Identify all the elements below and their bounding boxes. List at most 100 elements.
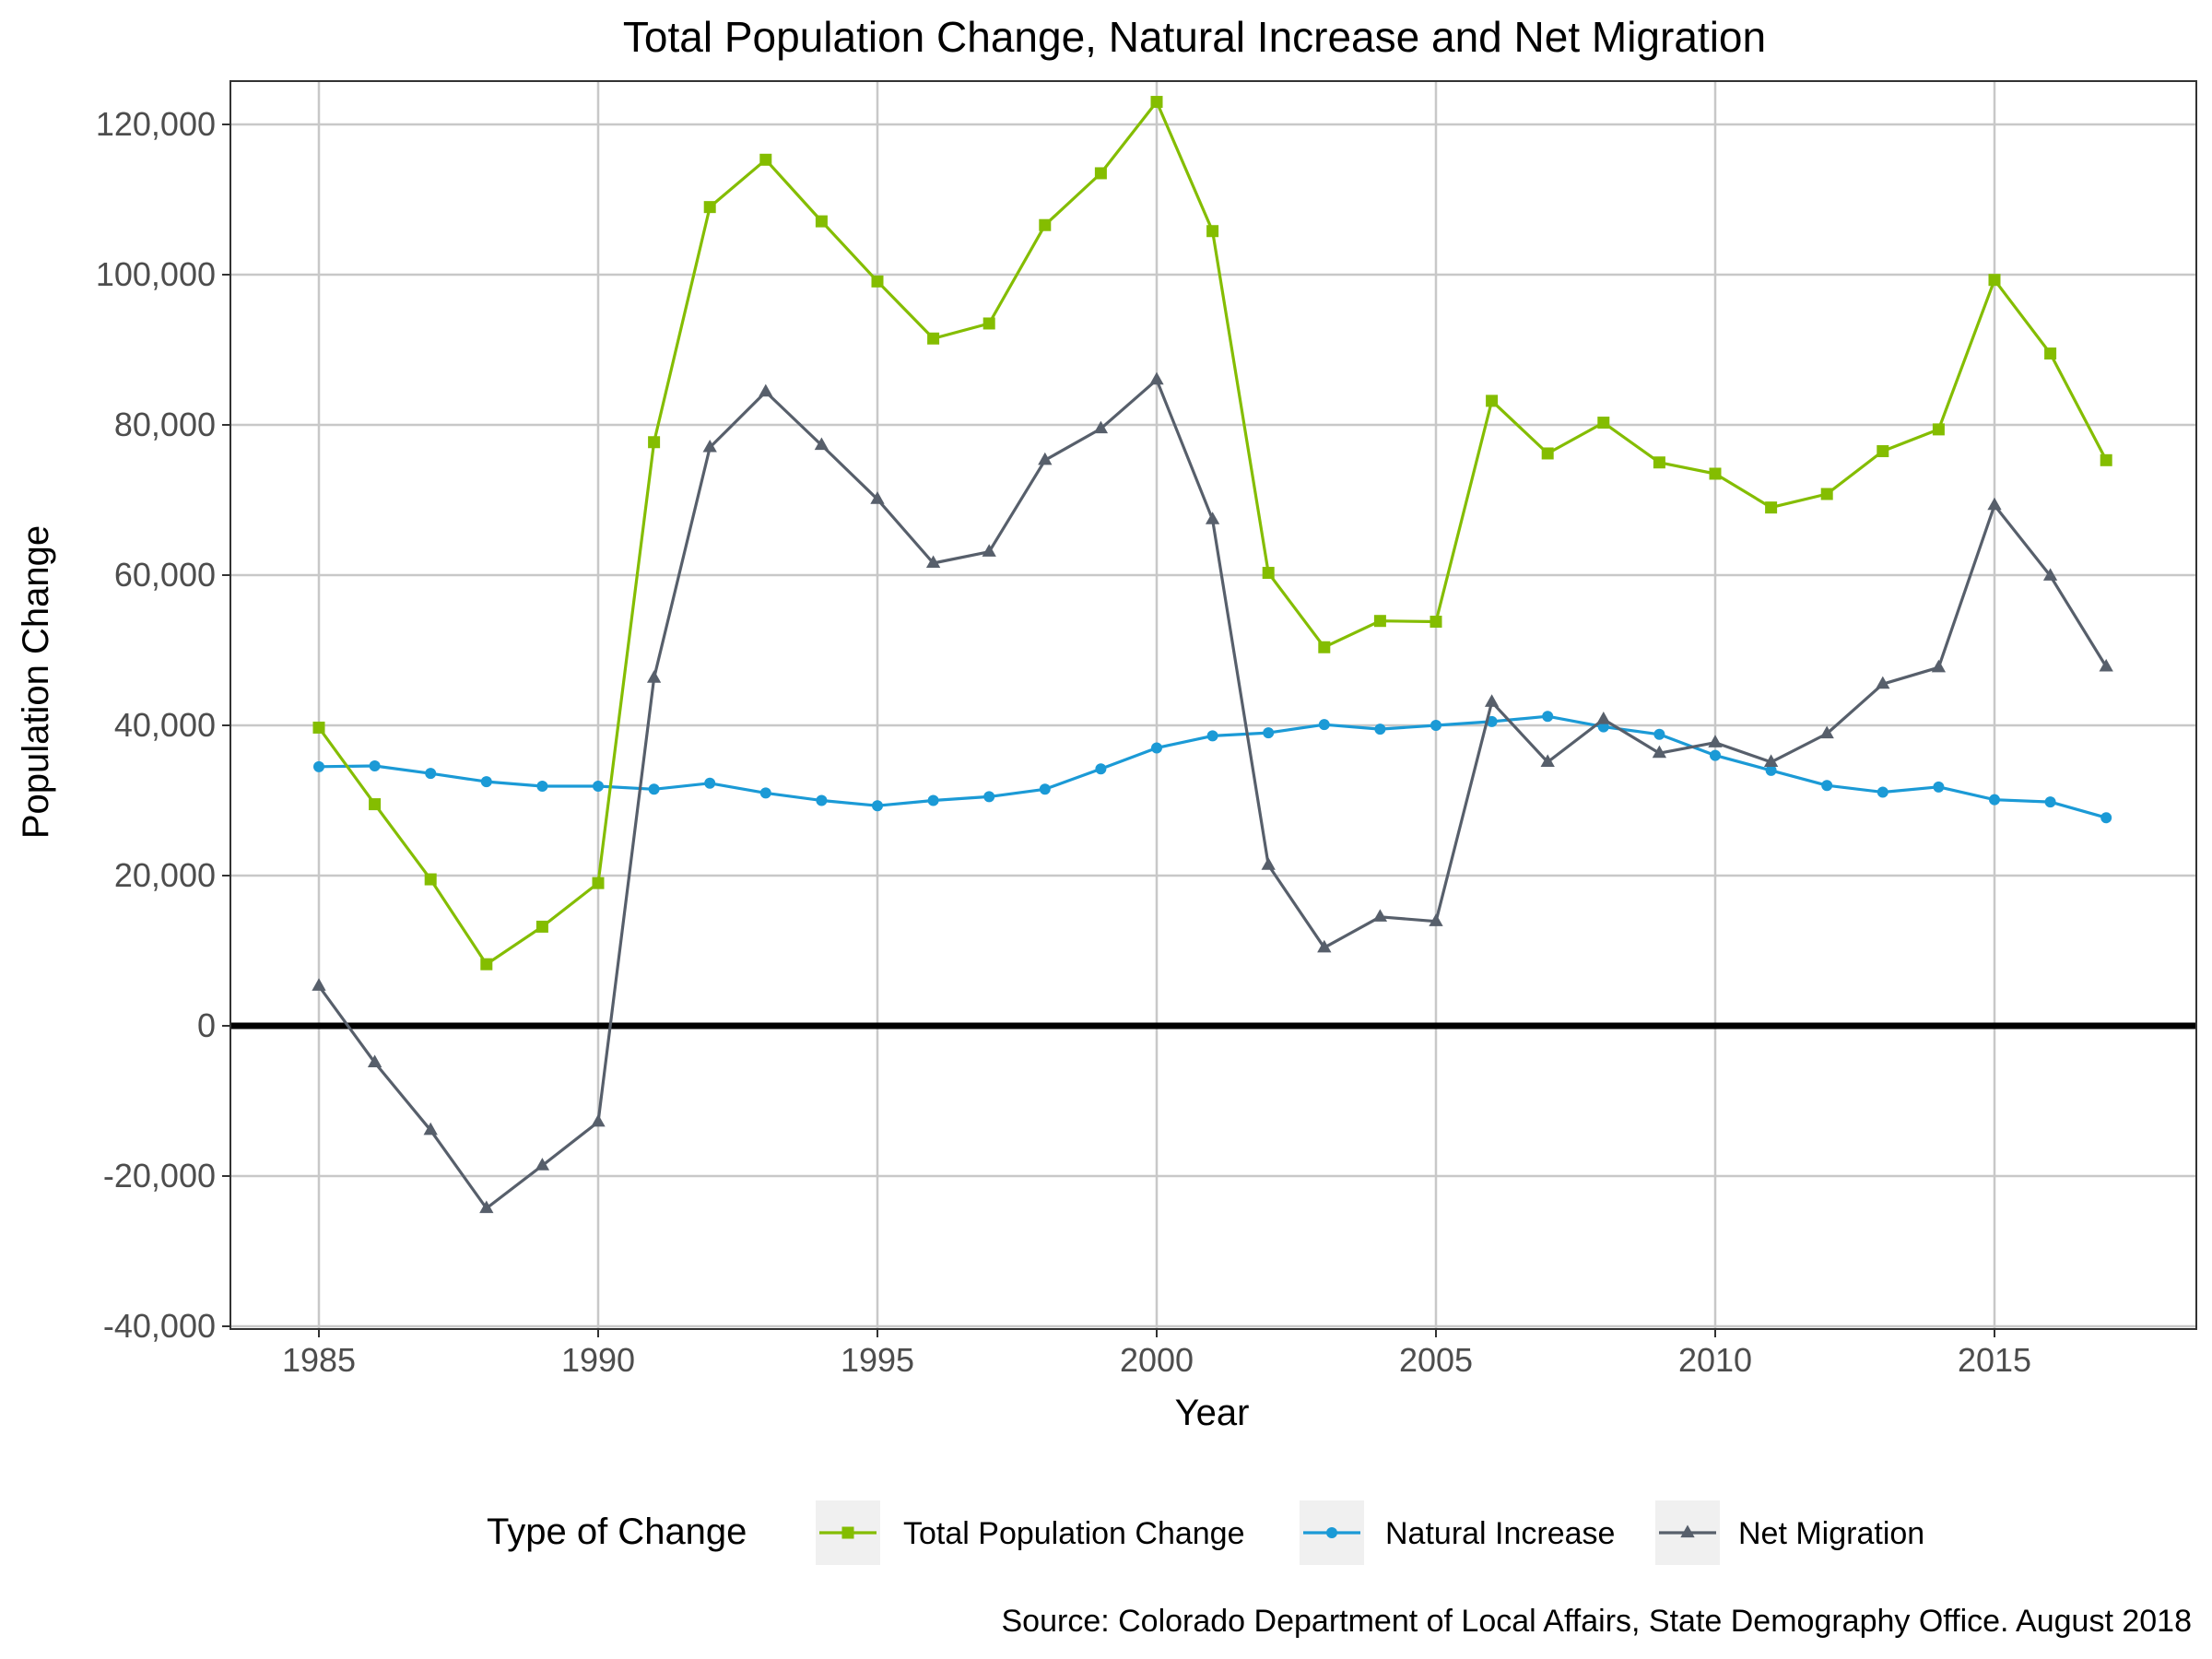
total-population-change-point	[1206, 225, 1219, 238]
natural-increase-point	[313, 760, 324, 772]
total-population-change-point	[815, 215, 828, 228]
total-population-change-point	[1932, 423, 1945, 436]
chart-title: Total Population Change, Natural Increas…	[623, 13, 1766, 61]
y-tick-label: 20,000	[114, 856, 216, 894]
total-population-change-point	[1541, 447, 1554, 460]
natural-increase-point	[1151, 742, 1162, 754]
x-tick-label: 1990	[561, 1341, 635, 1379]
total-population-change-point	[1318, 641, 1331, 653]
total-population-change-point	[369, 798, 382, 811]
natural-increase-point	[648, 783, 660, 795]
net-migration-point	[814, 437, 830, 451]
x-tick-label: 1985	[282, 1341, 356, 1379]
x-axis-title: Year	[1175, 1393, 1250, 1433]
total-population-change-point	[1653, 456, 1665, 469]
natural-increase-point	[1318, 719, 1330, 731]
net-migration-point	[702, 439, 717, 453]
total-population-change-point	[1262, 567, 1275, 580]
natural-increase-point	[480, 776, 492, 788]
natural-increase-point	[704, 777, 716, 789]
total-population-change-point	[1597, 417, 1610, 429]
total-population-change-point	[1150, 96, 1163, 109]
y-tick-label: 40,000	[114, 706, 216, 744]
natural-increase-point	[1933, 781, 1945, 793]
grid	[230, 81, 2196, 1329]
total-population-change-point	[592, 877, 605, 889]
natural-increase-point	[369, 760, 381, 772]
y-tick-label: 80,000	[114, 406, 216, 443]
natural-increase-point	[425, 768, 437, 780]
net-migration-point	[1149, 371, 1164, 385]
net-migration-point	[479, 1200, 494, 1214]
y-tick-label: 120,000	[96, 105, 216, 143]
x-tick-label: 1995	[841, 1341, 914, 1379]
legend-label: Natural Increase	[1385, 1516, 1615, 1551]
net-migration-point	[982, 544, 996, 557]
total-population-change-point	[1430, 616, 1442, 629]
legend-items: Total Population Change Natural Increase N…	[816, 1500, 1924, 1565]
total-population-change-point	[1486, 394, 1499, 407]
total-population-change-point	[1877, 445, 1889, 458]
legend-item-natural-increase: Natural Increase	[1300, 1500, 1615, 1565]
legend-item-total-population-change: Total Population Change	[816, 1500, 1245, 1565]
y-axis-title: Population Change	[16, 525, 56, 839]
natural-increase-point	[759, 787, 771, 799]
net-migration-point	[2042, 568, 2058, 581]
natural-increase-point	[927, 794, 939, 806]
natural-increase-point	[2044, 796, 2056, 808]
net-migration-point	[646, 670, 662, 683]
natural-increase-point	[816, 794, 828, 806]
net-migration-point	[1876, 676, 1890, 689]
total-population-change-point	[648, 436, 661, 449]
source-caption: Source: Colorado Department of Local Aff…	[1002, 1604, 2193, 1639]
net-migration-point	[1708, 735, 1723, 747]
y-tick-label: -20,000	[103, 1157, 216, 1194]
net-migration-point	[312, 978, 326, 991]
net-migration-point	[1819, 725, 1834, 739]
legend-key-marker	[1680, 1524, 1695, 1538]
total-population-change-point	[1820, 488, 1833, 500]
net-migration-point	[1652, 745, 1667, 759]
net-migration-point	[1931, 659, 1947, 673]
net-migration-point	[1484, 694, 1500, 707]
net-migration-line	[317, 378, 2108, 1210]
legend: Type of Change Total Population Change Na…	[487, 1500, 1924, 1565]
net-migration-point	[367, 1054, 382, 1068]
net-migration-point	[1205, 512, 1220, 524]
natural-increase-point	[1206, 730, 1218, 742]
legend-key-marker	[841, 1526, 854, 1539]
total-population-change-point	[2044, 347, 2057, 360]
legend-item-net-migration: Net Migration	[1655, 1500, 1924, 1565]
legend-title: Type of Change	[487, 1512, 747, 1552]
total-population-change-point	[2100, 453, 2112, 466]
total-population-change-point	[535, 920, 548, 933]
net-migration-point	[1429, 913, 1443, 926]
total-population-change-point	[1709, 467, 1722, 480]
natural-increase-point	[1542, 711, 1554, 723]
natural-increase-point	[1821, 780, 1833, 792]
net-migration-point	[2099, 658, 2113, 672]
natural-increase-point	[872, 800, 883, 812]
net-migration-point	[870, 491, 885, 504]
total-population-change-point	[871, 275, 884, 288]
total-population-change-point	[1373, 615, 1386, 628]
total-population-change-point	[927, 332, 940, 345]
y-tick-label: 60,000	[114, 556, 216, 594]
total-population-change-point	[982, 317, 995, 330]
y-tick-label: -40,000	[103, 1307, 216, 1345]
net-migration-point	[1261, 857, 1276, 870]
total-population-change-point	[1988, 274, 2001, 287]
net-migration-point	[535, 1158, 550, 1171]
net-migration-point	[1038, 452, 1053, 465]
net-migration-point	[1093, 420, 1109, 434]
net-migration-point	[591, 1113, 606, 1127]
y-tick-label: 0	[197, 1006, 216, 1044]
net-migration-point	[1987, 497, 2002, 511]
natural-increase-point	[1653, 728, 1665, 740]
total-population-change-point	[312, 721, 325, 734]
natural-increase-point	[1095, 763, 1107, 775]
natural-increase-point	[1989, 794, 2000, 806]
x-tick-label: 2005	[1399, 1341, 1473, 1379]
legend-label: Total Population Change	[903, 1516, 1245, 1551]
natural-increase-series	[313, 711, 2112, 824]
